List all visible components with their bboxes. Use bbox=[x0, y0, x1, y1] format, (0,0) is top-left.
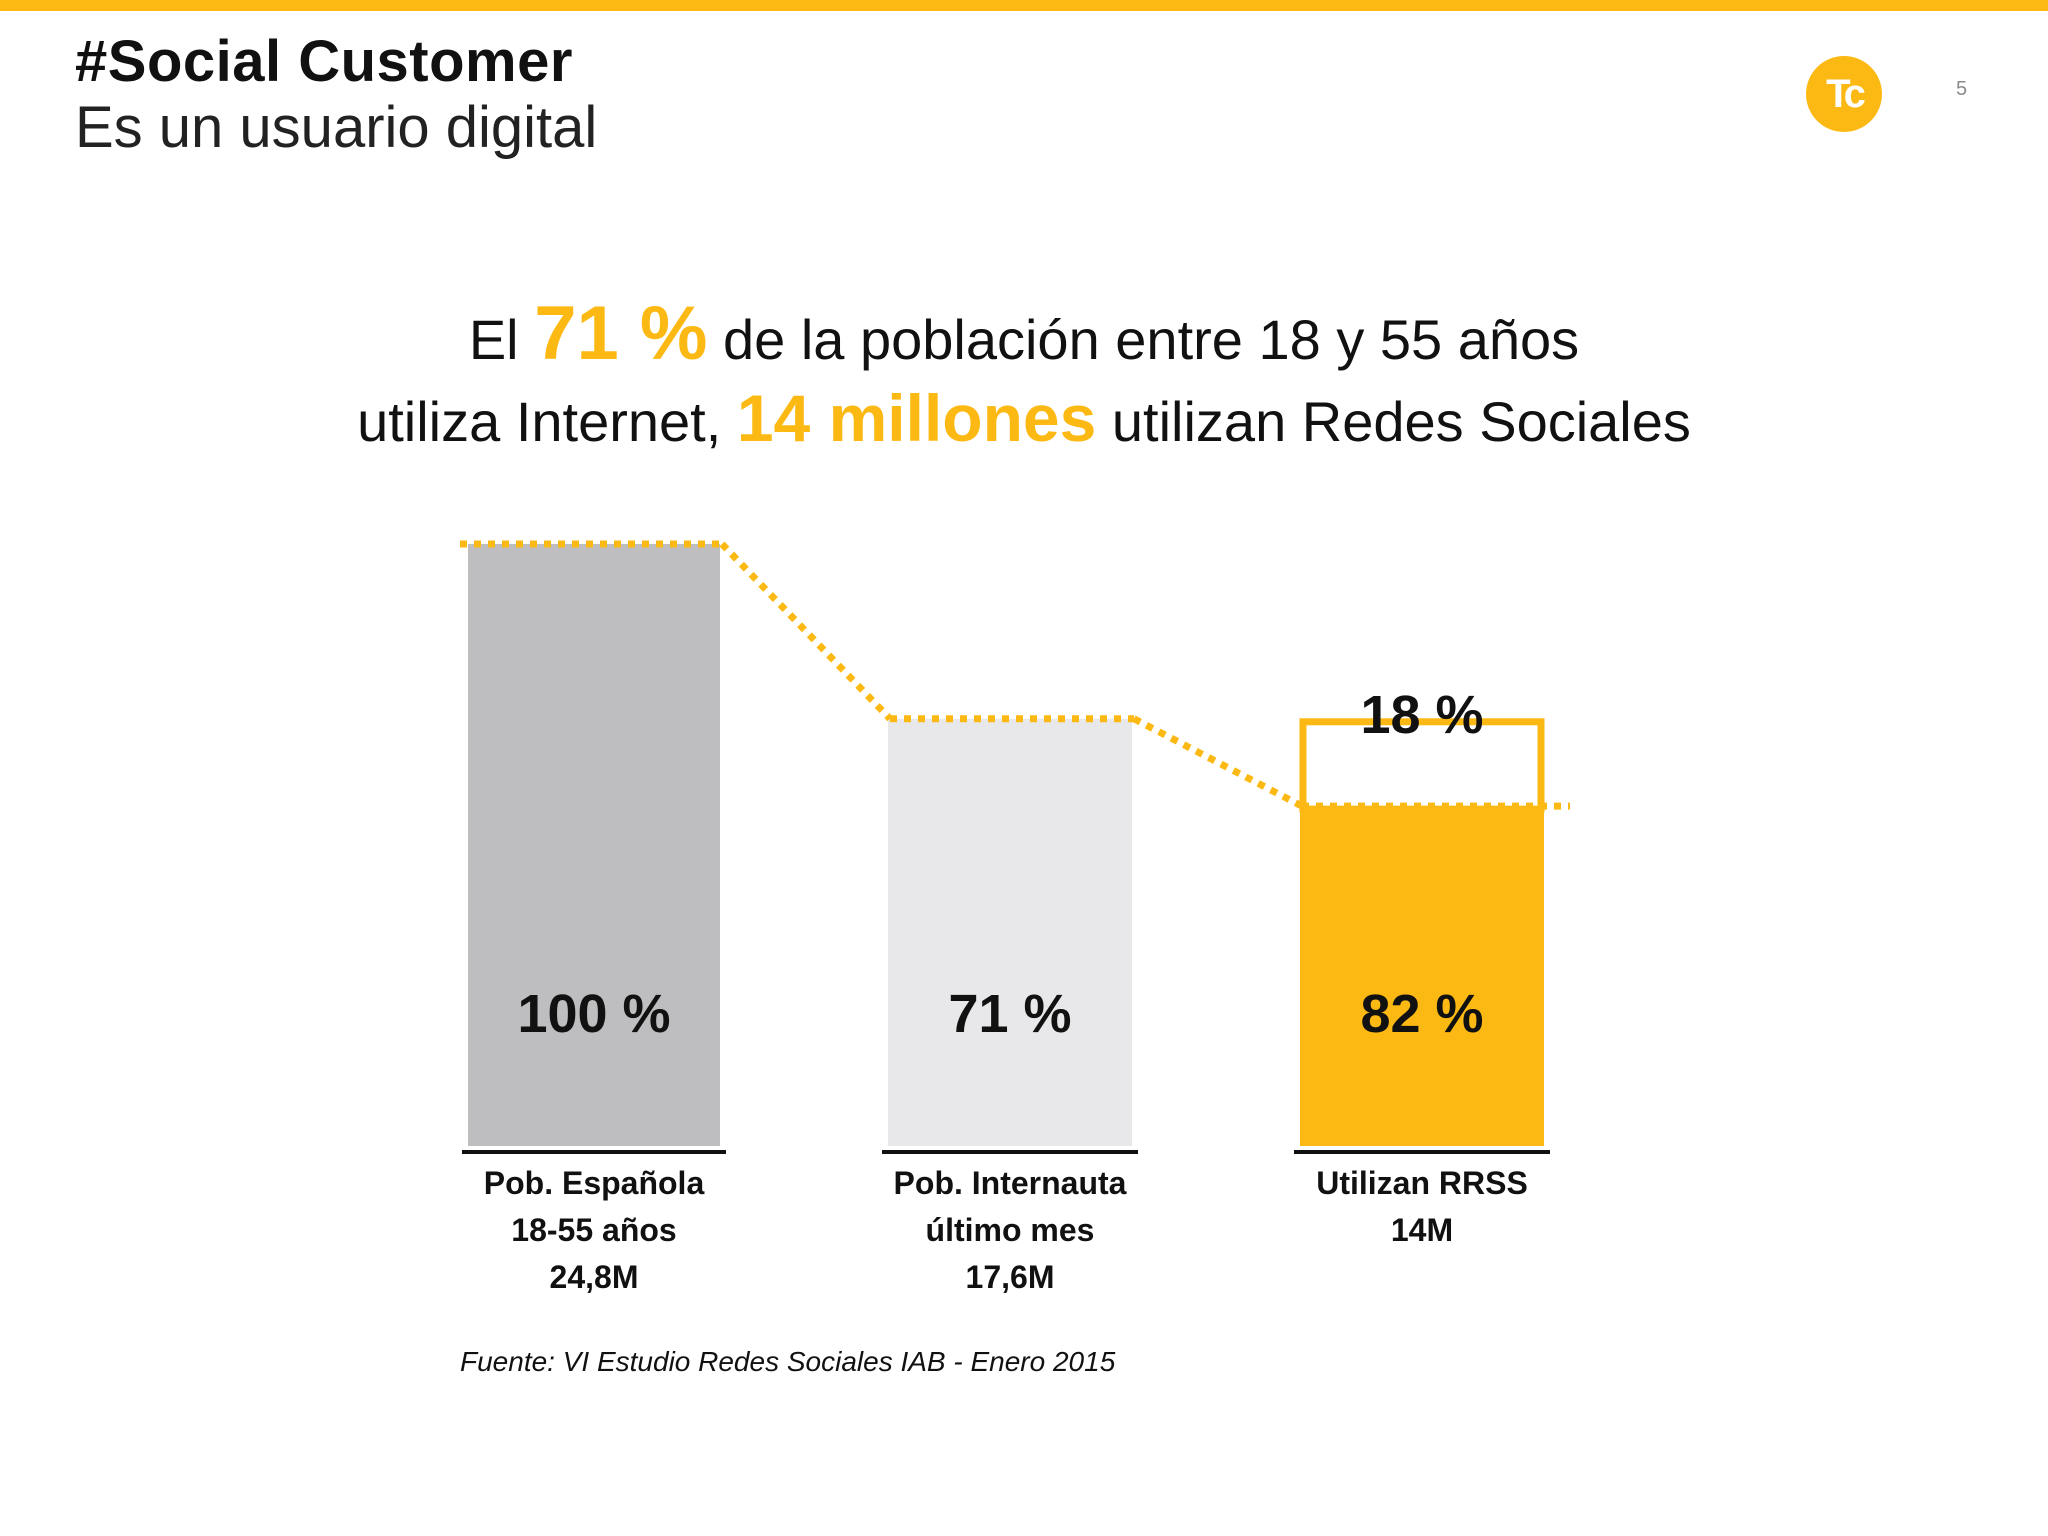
headline-line-1-post: de la población entre 18 y 55 años bbox=[707, 308, 1580, 371]
headline-accent-percent: 71 % bbox=[534, 291, 708, 376]
bar-value-label-1: 100 % bbox=[517, 984, 670, 1044]
bar-3 bbox=[1300, 806, 1544, 1146]
remainder-label: 18 % bbox=[1360, 685, 1483, 745]
headline-line-2-pre: utiliza Internet, bbox=[357, 390, 737, 453]
remainder-box bbox=[1299, 718, 1545, 813]
category-label-3-1: Utilizan RRSS bbox=[1316, 1165, 1528, 1201]
category-label-3-2: 14M bbox=[1391, 1212, 1453, 1248]
headline-line-2: utiliza Internet, 14 millones utilizan R… bbox=[0, 380, 2048, 456]
top-accent-bar bbox=[0, 0, 2048, 11]
source-note: Fuente: VI Estudio Redes Sociales IAB - … bbox=[460, 1346, 1116, 1377]
logo-text: Tc bbox=[1826, 72, 1866, 116]
headline-accent-millions: 14 millones bbox=[736, 381, 1097, 455]
category-label-2-1: Pob. Internauta bbox=[894, 1165, 1127, 1201]
dotted-connector-1 bbox=[719, 541, 893, 722]
category-label-1-2: 18-55 años bbox=[511, 1212, 676, 1248]
dotted-connector-2 bbox=[1132, 715, 1304, 810]
headline-line-1: El 71 % de la población entre 18 y 55 añ… bbox=[0, 290, 2048, 377]
bar-2 bbox=[888, 718, 1132, 1146]
bar-1 bbox=[468, 544, 720, 1146]
headline-line-2-post: utilizan Redes Sociales bbox=[1096, 390, 1691, 453]
page-number: 5 bbox=[1956, 78, 1968, 100]
slide-title: #Social Customer bbox=[75, 29, 573, 94]
category-label-1-3: 24,8M bbox=[550, 1259, 639, 1295]
logo: Tc bbox=[1806, 56, 1882, 132]
bar-value-label-3: 82 % bbox=[1360, 984, 1483, 1044]
category-label-2-2: último mes bbox=[926, 1212, 1095, 1248]
category-label-1-1: Pob. Española bbox=[484, 1165, 705, 1201]
headline-line-1-pre: El bbox=[468, 308, 535, 371]
category-label-2-3: 17,6M bbox=[966, 1259, 1055, 1295]
bar-value-label-2: 71 % bbox=[948, 984, 1071, 1044]
slide-subtitle: Es un usuario digital bbox=[75, 95, 598, 160]
